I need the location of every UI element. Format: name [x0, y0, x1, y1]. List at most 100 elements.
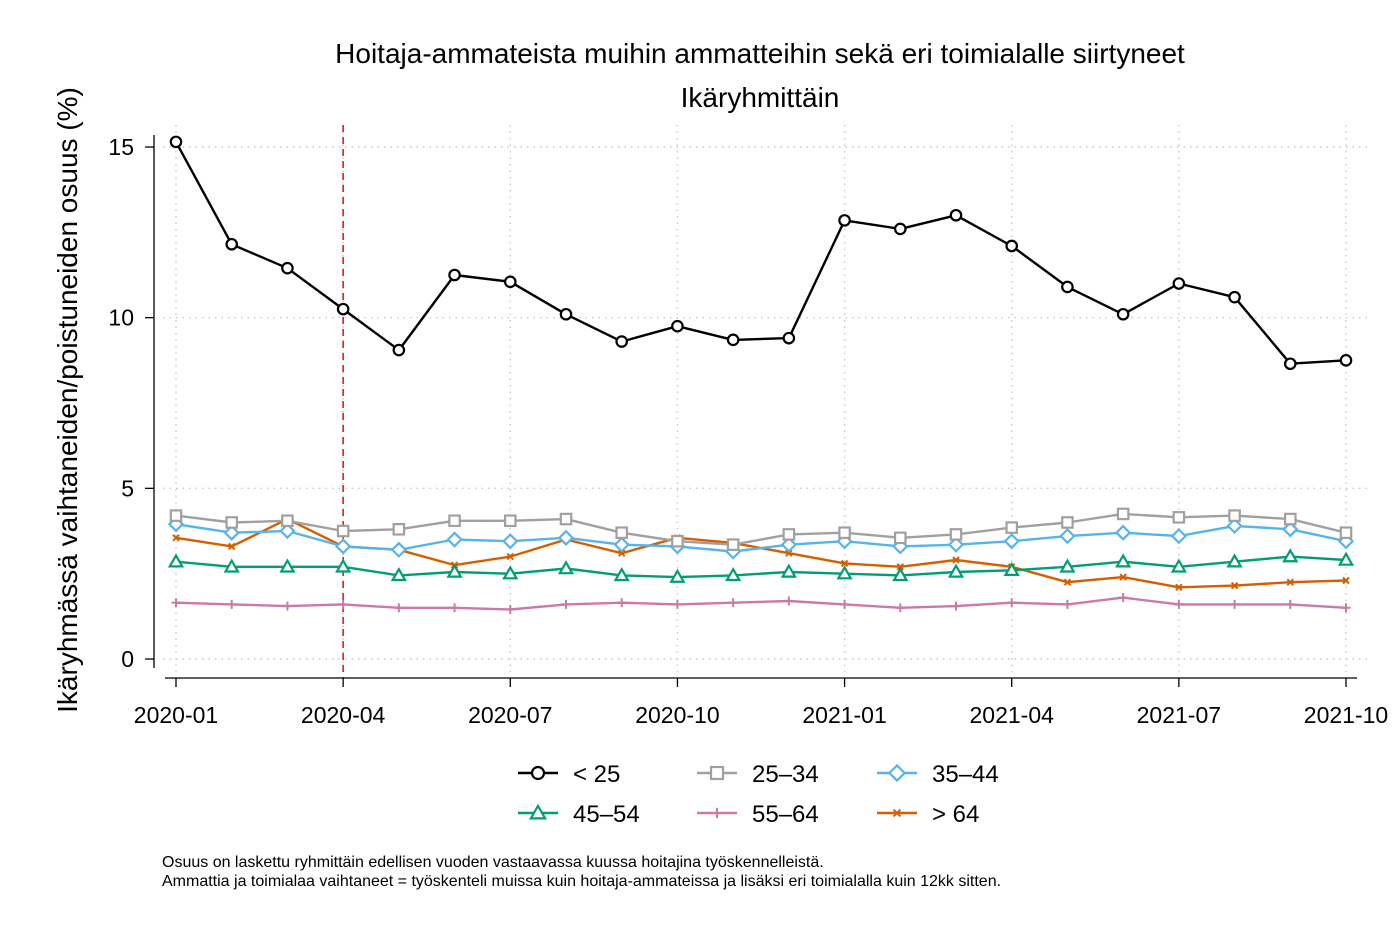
- legend: < 25 25–34 35–44 45–54 55–64 > 64: [518, 761, 999, 828]
- series-2-point: [782, 528, 796, 541]
- chart-subtitle: Ikäryhmittäin: [681, 82, 840, 113]
- series-1-point: [392, 343, 406, 357]
- series-2-point: [726, 538, 740, 551]
- series-3-point: [167, 516, 185, 533]
- series-1-point: [838, 214, 851, 227]
- series-2-point: [281, 514, 294, 528]
- series-1-point: [1172, 277, 1186, 290]
- series-4-point: [836, 565, 853, 580]
- series-3-point: [947, 536, 965, 553]
- series-3-point: [1003, 533, 1020, 550]
- series-1-point: [225, 237, 239, 251]
- legend-marker: [530, 765, 546, 781]
- series-3-point: [1114, 524, 1132, 541]
- series-6-point: [172, 534, 180, 542]
- legend-item: 45–54: [518, 801, 640, 828]
- series-4-point: [1003, 561, 1020, 577]
- series-6-point: [1063, 578, 1072, 586]
- x-tick-label: 2020-10: [635, 702, 719, 728]
- series-lines: [167, 135, 1355, 615]
- x-tick-label: 2021-10: [1304, 702, 1388, 728]
- series-6-point: [840, 559, 849, 568]
- gridlines: [163, 125, 1368, 678]
- series-6-line: [175, 517, 1347, 589]
- series-4-point: [780, 563, 797, 578]
- series-3-point: [1337, 533, 1355, 550]
- x-tick-label: 2020-01: [134, 702, 218, 728]
- series-5-point: [1341, 603, 1351, 613]
- legend-label: 55–64: [752, 801, 819, 828]
- series-2-point: [949, 528, 963, 541]
- series-5-point: [171, 598, 181, 608]
- series-6-point: [1286, 578, 1294, 586]
- series-6-point: [896, 563, 904, 571]
- y-tick-label: 5: [121, 475, 134, 501]
- series-3-line: [175, 523, 1347, 553]
- series-5-line: [175, 596, 1347, 611]
- series-1-line: [174, 141, 1347, 365]
- legend-label: > 64: [932, 801, 979, 828]
- series-4-point: [1337, 551, 1355, 566]
- y-tick-label: 0: [121, 646, 134, 672]
- series-6-point: [785, 549, 793, 557]
- series-1-point: [782, 331, 796, 345]
- series-3-point: [1059, 527, 1076, 545]
- series-1-point: [1228, 290, 1241, 304]
- legend-item: 55–64: [697, 801, 819, 828]
- series-5-point: [951, 601, 961, 611]
- series-1-point: [949, 208, 963, 222]
- series-5-point: [338, 599, 348, 609]
- series-5-point: [394, 603, 404, 613]
- series-1-point: [559, 307, 573, 321]
- series-4-line: [175, 555, 1347, 579]
- y-tick-label: 15: [108, 134, 134, 160]
- series-2-point: [169, 509, 183, 522]
- series-2-point: [448, 514, 461, 528]
- series-5-point: [1174, 599, 1184, 609]
- series-2-point: [392, 522, 406, 536]
- series-1-point: [726, 333, 740, 347]
- legend-label: < 25: [573, 761, 620, 788]
- series-1-point: [169, 135, 183, 149]
- series-2-point: [1339, 526, 1353, 540]
- series-4-point: [502, 565, 519, 580]
- series-1-point: [1005, 239, 1019, 253]
- series-1-point: [503, 275, 517, 289]
- series-4-point: [557, 560, 575, 575]
- legend-marker: [887, 763, 907, 783]
- series-2-point: [1005, 521, 1019, 534]
- series-6-point: [952, 556, 960, 564]
- series-6-point: [228, 542, 236, 551]
- series-3-point: [334, 538, 352, 555]
- series-1-point: [281, 261, 294, 275]
- series-5-point: [672, 599, 682, 609]
- series-3-point: [1226, 517, 1243, 535]
- series-4-point: [1115, 553, 1132, 568]
- legend-item: 35–44: [877, 761, 999, 788]
- series-4-point: [892, 566, 909, 582]
- series-5-point: [617, 598, 627, 608]
- series-4-point: [1226, 553, 1243, 568]
- series-2-line: [175, 512, 1347, 546]
- series-4-point: [613, 566, 630, 582]
- x-tick-label: 2021-01: [802, 702, 886, 728]
- series-3: [167, 516, 1355, 560]
- series-5-point: [450, 603, 460, 613]
- series-5-point: [1007, 598, 1017, 608]
- legend-marker: [892, 808, 902, 818]
- series-6-point: [618, 549, 626, 557]
- series-2-point: [671, 534, 684, 548]
- series-5-point: [728, 598, 738, 608]
- series-1-point: [893, 222, 907, 236]
- legend-item: 25–34: [697, 761, 819, 788]
- legend-label: 45–54: [573, 801, 640, 828]
- series-3-point: [613, 536, 630, 553]
- x-tick-label: 2020-07: [468, 702, 552, 728]
- series-5-point: [895, 603, 905, 613]
- y-axis-label: Ikäryhmässä vaihtaneiden/poistuneiden os…: [52, 87, 83, 713]
- series-4-point: [223, 558, 240, 573]
- series-3-point: [780, 536, 798, 553]
- series-6-point: [506, 552, 514, 561]
